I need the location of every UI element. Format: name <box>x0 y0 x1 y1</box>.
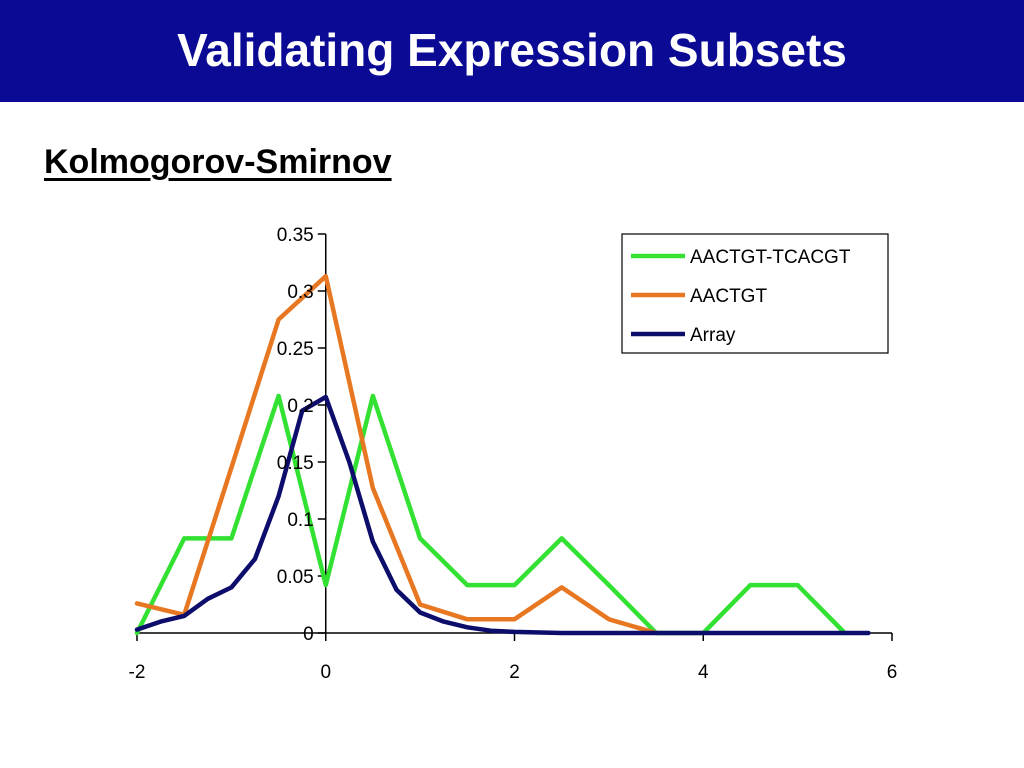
series-line-array <box>134 394 871 636</box>
chart-legend: AACTGT-TCACGT AACTGT Array <box>621 233 889 354</box>
y-tick-label: 0 <box>303 624 314 645</box>
y-tick-label: 0.15 <box>277 453 314 474</box>
y-tick-label: 0.3 <box>287 282 313 303</box>
y-tick-label: 0.05 <box>277 567 314 588</box>
y-tick-label: 0.2 <box>287 396 313 417</box>
slide-title: Validating Expression Subsets <box>177 24 847 76</box>
chart-tick-labels: 0 0.05 0.1 0.15 0.2 0.25 0.3 0.35 -2 0 2 4 6 <box>129 225 898 683</box>
x-tick-label: 4 <box>698 662 709 683</box>
series-line-aactgt <box>134 273 659 636</box>
series-line-aactgt-tcacgt <box>134 393 848 636</box>
slide-subtitle: Kolmogorov-Smirnov <box>44 143 392 181</box>
legend-entry-label: AACTGT-TCACGT <box>690 247 851 268</box>
y-tick-label: 0.1 <box>287 510 313 531</box>
legend-entry-label: AACTGT <box>690 286 767 307</box>
y-tick-label: 0.35 <box>277 225 314 246</box>
title-bar <box>0 0 1024 102</box>
x-tick-label: 0 <box>320 662 331 683</box>
x-tick-label: -2 <box>129 662 146 683</box>
x-tick-label: 2 <box>509 662 520 683</box>
x-tick-label: 6 <box>887 662 898 683</box>
legend-entry-label: Array <box>690 325 736 346</box>
chart-series <box>134 273 871 636</box>
y-tick-label: 0.25 <box>277 339 314 360</box>
